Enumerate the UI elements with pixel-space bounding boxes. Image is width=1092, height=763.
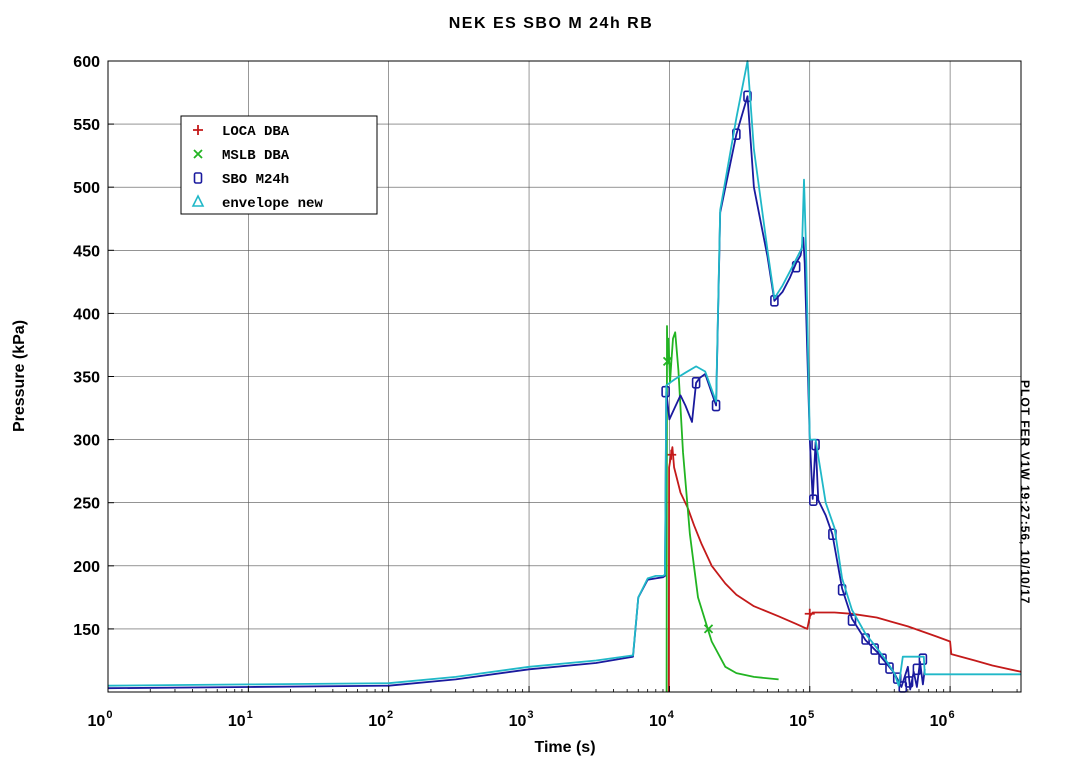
- y-tick-label: 300: [73, 433, 100, 450]
- series-loca-dba: [666, 446, 1022, 693]
- data-point: [885, 662, 894, 674]
- legend-marker: [193, 172, 203, 184]
- y-tick-label: 550: [73, 117, 100, 134]
- x-axis-label: Time (s): [534, 739, 595, 756]
- series-envelope-new: [107, 60, 1021, 687]
- series-line: [107, 60, 1021, 687]
- y-axis-label: Pressure (kPa): [11, 320, 28, 432]
- data-point: [904, 676, 914, 688]
- y-tick-label: 150: [73, 622, 100, 639]
- y-tick-label: 250: [73, 496, 100, 513]
- x-tick-label: 103: [509, 709, 534, 730]
- data-point: [662, 356, 673, 366]
- data-point: [804, 608, 815, 619]
- legend-label: LOCA DBA: [222, 124, 290, 140]
- chart-title: NEK ES SBO M 24h RB: [449, 15, 654, 32]
- x-tick-label: 102: [368, 709, 393, 730]
- legend: LOCA DBA MSLB DBA SBO M24h envelope new: [180, 115, 378, 215]
- data-point: [691, 377, 701, 389]
- legend-marker: [193, 125, 203, 135]
- data-point: [809, 494, 818, 506]
- y-tick-label: 500: [73, 180, 100, 197]
- x-axis-ticks: 100 101 102 103 104 105 106: [88, 686, 1018, 730]
- legend-marker: [193, 149, 203, 159]
- data-point: [918, 653, 928, 665]
- data-point: [912, 663, 922, 676]
- data-point: [703, 624, 714, 634]
- y-tick-label: 400: [73, 306, 100, 323]
- series-line: [665, 325, 779, 693]
- y-tick-label: 600: [73, 54, 100, 71]
- series-layer: [107, 60, 1022, 693]
- y-tick-label: 200: [73, 559, 100, 576]
- data-point: [743, 90, 752, 103]
- x-tick-label: 106: [930, 709, 955, 730]
- legend-marker: [191, 194, 205, 207]
- x-tick-label: 105: [789, 709, 814, 730]
- x-tick-label: 101: [228, 709, 253, 730]
- legend-label: SBO M24h: [222, 172, 289, 188]
- y-tick-label: 450: [73, 243, 100, 260]
- plot-timestamp: PLOT FER V1W 19:27:56, 10/10/17: [1018, 380, 1032, 605]
- series-line: [667, 446, 1022, 693]
- x-tick-label: 104: [649, 709, 675, 730]
- x-tick-label: 100: [88, 709, 113, 730]
- data-point: [666, 449, 677, 460]
- y-tick-label: 350: [73, 370, 100, 387]
- legend-label: MSLB DBA: [222, 148, 290, 164]
- y-axis-ticks: 150 200 250 300 350 400 450 500 550 600: [73, 54, 114, 639]
- legend-label: envelope new: [222, 196, 323, 212]
- data-point: [847, 614, 857, 626]
- series-mslb-dba: [662, 325, 779, 693]
- legend-box: [180, 115, 378, 215]
